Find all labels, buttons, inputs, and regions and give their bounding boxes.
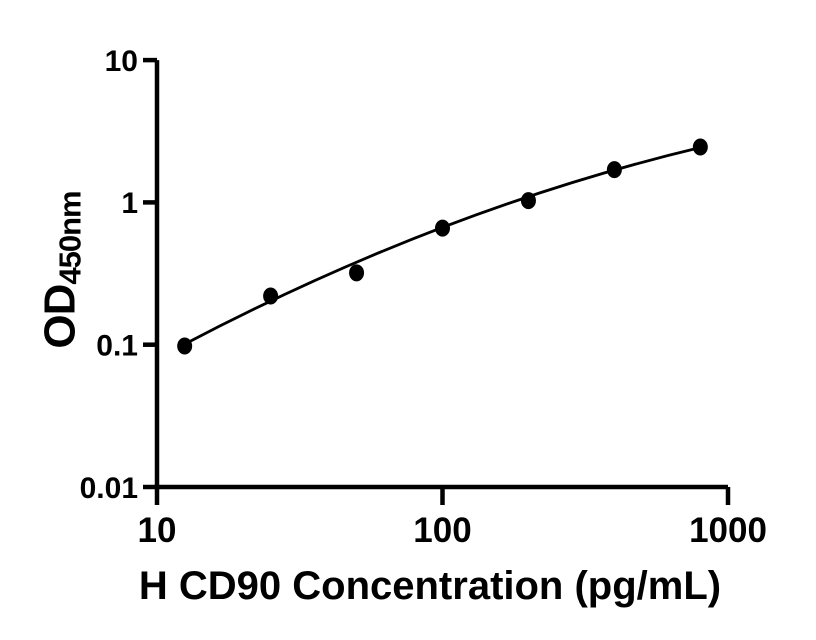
y-tick-label: 0.01 [80,472,138,505]
data-point [692,138,708,156]
data-point [435,219,450,237]
y-tick-label: 0.1 [96,330,138,363]
x-tick-label: 10 [138,511,177,550]
y-tick-label: 10 [105,45,138,78]
y-tick-label: 1 [121,187,138,220]
data-point [606,161,622,179]
y-axis-title-main: OD [35,284,85,349]
x-tick-label: 100 [413,511,471,550]
data-point [349,264,365,282]
data-point [177,337,193,355]
x-tick-label: 1000 [689,511,767,550]
x-axis-title: H CD90 Concentration (pg/mL) [138,564,722,608]
y-axis-title-subscript: 450nm [52,191,88,285]
y-axis-title: OD450nm [36,191,89,348]
data-point [263,287,279,305]
data-point [520,192,536,210]
fit-curve-line [184,146,701,346]
